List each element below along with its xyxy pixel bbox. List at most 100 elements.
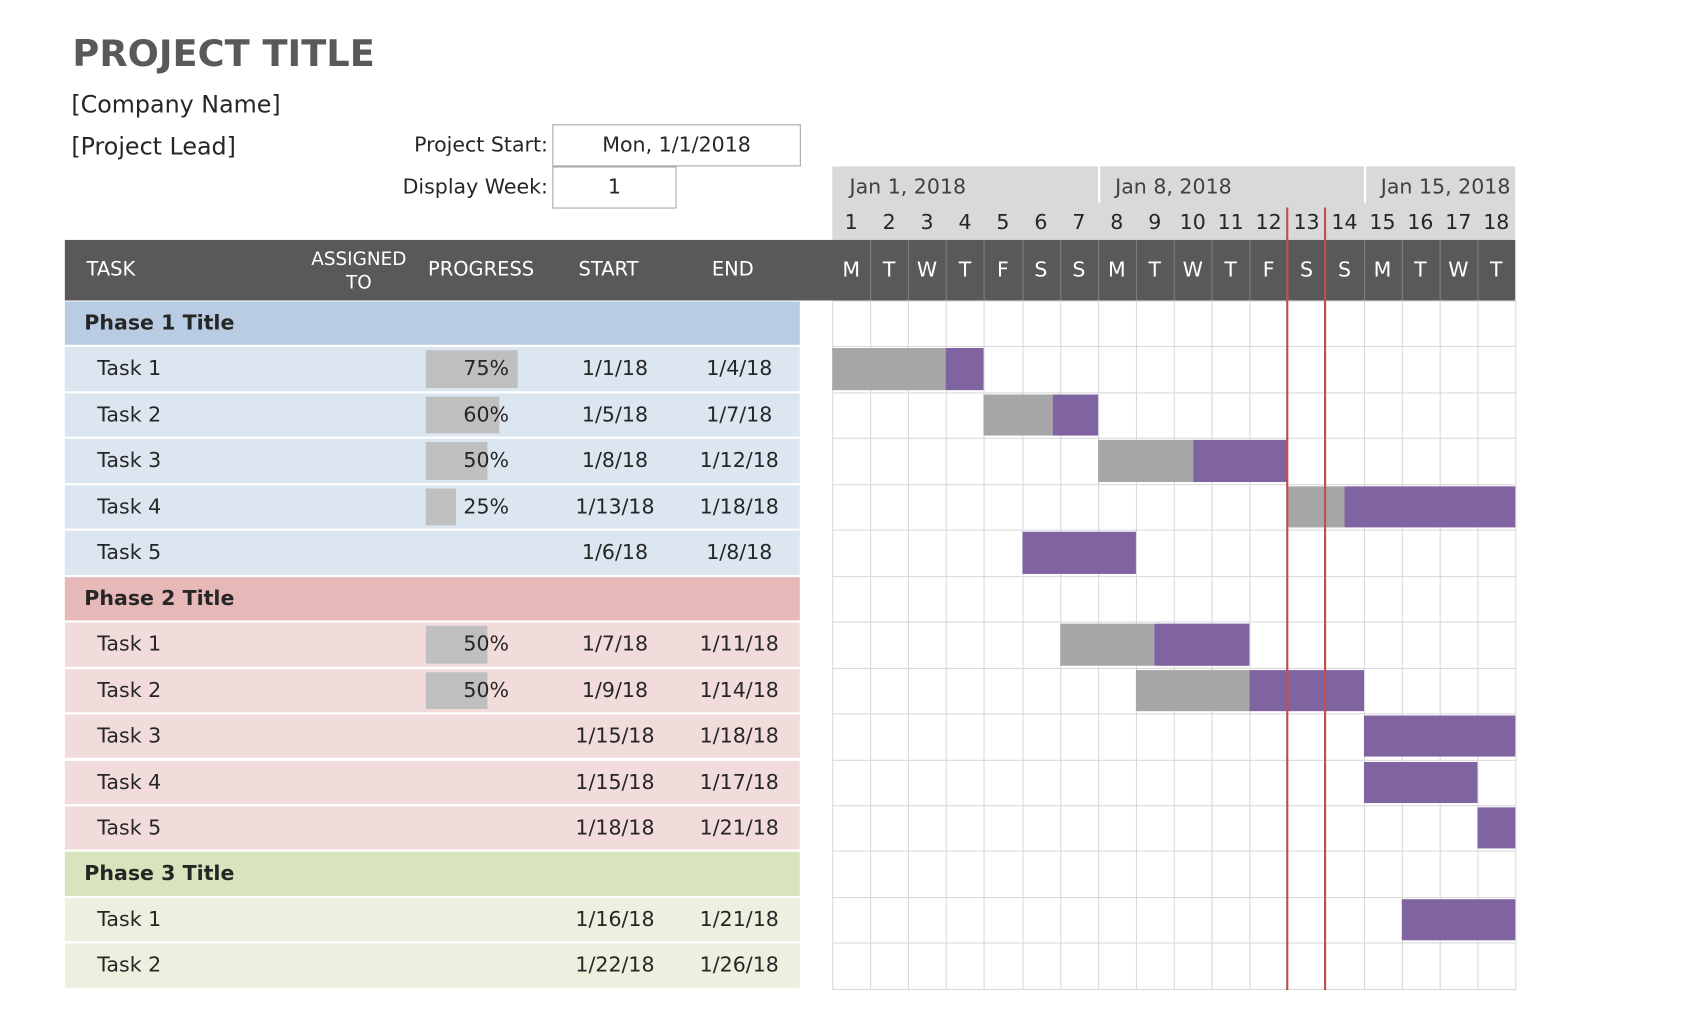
task-name: Task 2 [97,403,162,427]
start-date: 1/9/18 [581,678,649,703]
grid-line [832,300,834,990]
weekday: F [1262,258,1275,283]
weekday: T [882,258,896,283]
progress-label: 25% [463,494,510,519]
task-name: Task 1 [97,907,162,932]
phase-title: Phase 2 Title [84,586,235,611]
grid-line [832,575,1516,577]
weekday: S [1337,258,1352,283]
progress-label: 75% [463,357,510,381]
separator [908,239,910,301]
grid-line [1021,300,1024,990]
gantt-bar [1192,440,1288,482]
end-date: 1/21/18 [699,815,779,840]
gantt-progress [1059,623,1155,666]
gantt-progress [832,348,947,391]
phase-row [64,576,800,621]
grid-line [1477,300,1479,990]
progress-bar [425,442,487,480]
start-date: 1/22/18 [575,953,655,978]
gantt-progress [1097,440,1193,482]
grid-line [832,988,1516,990]
gantt-bar [1249,669,1364,712]
day-number: 9 [1148,210,1162,235]
title: PROJECT TITLE [72,32,375,76]
grid-line [1249,300,1251,990]
start-date: 1/8/18 [581,448,649,473]
day-number: 7 [1072,210,1086,235]
task-row [64,530,800,575]
task-name: Task 3 [97,448,162,473]
day-number: 16 [1407,210,1434,235]
task-row [64,943,800,988]
day-number: 10 [1179,210,1206,235]
weekday: S [1034,258,1048,283]
day-number: 18 [1483,210,1510,235]
day-number: 11 [1217,210,1244,235]
grid-line [984,300,986,990]
weekday: W [916,258,938,283]
end-date: 1/21/18 [699,907,779,932]
gantt-bar [1363,715,1516,758]
separator [1363,166,1366,204]
start-date: 1/15/18 [575,770,655,794]
progress-bar [425,488,457,526]
grid-line [908,300,910,990]
separator [946,239,948,301]
weekday: T [1224,258,1237,283]
table-header [64,239,1516,301]
progress-label: 50% [463,448,510,473]
grid-line [832,346,1516,348]
weekday: M [1373,258,1392,283]
separator [1477,239,1479,301]
weekday: S [1300,258,1314,283]
separator [1135,239,1137,301]
phase-row [64,852,800,896]
grid-line [832,667,1516,669]
day-number: 12 [1255,210,1282,235]
gantt-bar [1344,486,1516,528]
grid-line [832,805,1516,807]
separator [1363,239,1365,301]
end-date: 1/8/18 [706,540,773,565]
task-name: Task 3 [97,724,162,748]
separator [1097,239,1099,301]
grid-line [870,300,872,990]
weekday: T [958,258,972,283]
grid-line [1439,300,1441,990]
separator [1021,239,1024,301]
gantt-bar [946,348,985,391]
gantt-bar [1021,532,1136,574]
grid-line [832,942,1516,944]
start-date: 1/15/18 [575,724,655,748]
week-label: Jan 8, 2018 [1115,175,1232,199]
progress-bar [425,625,487,664]
gantt-bar [1154,623,1250,666]
grid-line [832,621,1516,623]
separator [1059,239,1061,301]
task-name: Task 4 [97,494,162,519]
day-number: 1 [844,210,858,235]
task-name: Task 2 [97,953,162,978]
weekday: W [1448,258,1469,283]
end-date: 1/11/18 [699,632,779,657]
day-number: 6 [1034,210,1048,235]
gantt-progress [1287,486,1345,528]
end-date: 1/26/18 [699,953,779,978]
grid-line [832,529,1516,531]
today-line [1324,207,1327,990]
progress-label: 50% [463,632,510,657]
task-name: Task 2 [97,678,162,703]
start-date: 1/7/18 [581,632,649,657]
task-name: Task 5 [97,815,162,840]
task-name: Task 1 [97,357,162,381]
task-name: Task 4 [97,770,162,794]
task-row [64,714,800,759]
end-date: 1/18/18 [699,494,779,519]
progress-label: 50% [463,678,510,703]
grid-line [832,300,1516,302]
grid-line [832,896,1516,898]
week-label: Jan 15, 2018 [1380,175,1511,199]
task-name: Task 1 [97,632,162,657]
end-date: 1/7/18 [706,403,773,427]
